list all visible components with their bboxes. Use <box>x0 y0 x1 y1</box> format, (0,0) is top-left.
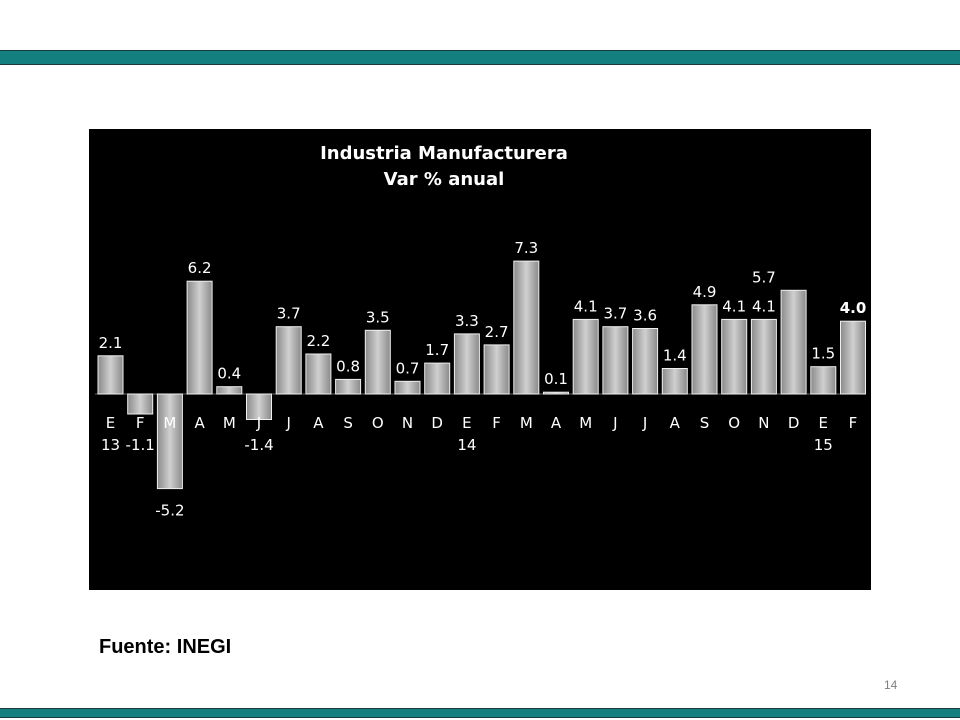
bar <box>453 333 480 395</box>
x-tick-label: A <box>194 414 205 432</box>
bar <box>127 393 154 415</box>
bar <box>750 318 777 395</box>
data-label: 3.3 <box>455 312 479 330</box>
x-tick-label: J <box>285 414 290 432</box>
bar <box>275 326 302 395</box>
data-label: -5.2 <box>155 502 184 520</box>
bar-layer <box>95 260 866 490</box>
bar <box>186 280 213 395</box>
data-label: 0.4 <box>217 365 241 383</box>
data-label: 1.4 <box>663 347 687 365</box>
data-label: 4.1 <box>574 297 598 315</box>
bar <box>661 368 688 395</box>
x-tick-label: S <box>700 414 710 432</box>
data-label: 4.1 <box>752 297 776 315</box>
data-label: 4.1 <box>722 297 746 315</box>
x-tick-label: J <box>612 414 617 432</box>
bar <box>424 362 451 395</box>
data-label: 2.7 <box>485 323 509 341</box>
chart-subtitle: Var % anual <box>384 169 505 190</box>
data-label: 6.2 <box>188 259 212 277</box>
bar <box>97 355 124 395</box>
x-tick-label: N <box>402 414 413 432</box>
data-label: 1.7 <box>425 341 449 359</box>
x-tick-label: M <box>520 414 533 432</box>
bar <box>810 366 837 395</box>
data-label: 2.1 <box>99 334 123 352</box>
x-tick-label: N <box>758 414 769 432</box>
page-number: 14 <box>884 678 898 692</box>
year-label: 15 <box>814 436 833 454</box>
bar <box>483 344 510 395</box>
bar <box>780 289 807 395</box>
data-label: 0.8 <box>336 357 360 375</box>
top-accent-bar <box>0 50 960 65</box>
year-label: 14 <box>457 436 476 454</box>
bar <box>246 393 272 420</box>
bar <box>156 393 183 490</box>
chart-container: Industria Manufacturera Var % anual E 13 2… <box>89 129 871 590</box>
bar <box>572 318 599 395</box>
bar <box>543 391 569 395</box>
x-tick-label: A <box>313 414 324 432</box>
bar <box>721 318 748 395</box>
x-tick-label: M <box>579 414 592 432</box>
x-tick-label: J <box>642 414 647 432</box>
data-label: -1.1 <box>126 436 155 454</box>
bar <box>364 329 391 395</box>
x-tick-label: J <box>256 414 261 432</box>
data-label: 0.7 <box>396 359 420 377</box>
x-tick-label: D <box>431 414 443 432</box>
data-label: 3.6 <box>633 306 657 324</box>
x-tick-label: M <box>163 414 176 432</box>
x-tick-label: A <box>670 414 681 432</box>
data-label: 4.9 <box>693 283 717 301</box>
data-label: 7.3 <box>514 239 538 257</box>
bar <box>216 386 243 395</box>
bar <box>632 328 659 395</box>
bar <box>394 380 421 395</box>
source-note: Fuente: INEGI <box>99 636 232 658</box>
x-tick-label: O <box>372 414 384 432</box>
x-tick-label: F <box>492 414 501 432</box>
bar <box>602 326 629 395</box>
data-label: 2.2 <box>306 332 330 350</box>
bar <box>691 304 718 395</box>
data-label: 5.7 <box>752 268 776 286</box>
bar-chart: Industria Manufacturera Var % anual E 13 2… <box>95 143 867 520</box>
x-tick-label: A <box>551 414 562 432</box>
year-label: 13 <box>101 436 120 454</box>
x-tick-label: F <box>849 414 858 432</box>
chart-title: Industria Manufacturera <box>320 143 568 164</box>
x-tick-label: O <box>728 414 740 432</box>
data-label: 4.0 <box>840 299 867 317</box>
x-tick-label: D <box>788 414 800 432</box>
x-tick-label: S <box>343 414 353 432</box>
bar <box>840 320 866 395</box>
data-label: -1.4 <box>244 436 273 454</box>
x-tick-label: M <box>223 414 236 432</box>
data-label: 3.5 <box>366 308 390 326</box>
label-layer: E 13 2.1 F -1.1 M -5.2 A 6.2 M 0.4 J -1.4 J 3.7 A 2.2 S 0.… <box>99 239 867 520</box>
data-label: 3.7 <box>277 305 301 323</box>
bar <box>513 260 540 395</box>
data-label: 1.5 <box>811 345 835 363</box>
bottom-accent-bar <box>0 708 960 718</box>
x-tick-label: E <box>819 414 828 432</box>
x-tick-label: E <box>462 414 471 432</box>
data-label: 3.7 <box>603 305 627 323</box>
data-label: 0.1 <box>544 370 568 388</box>
x-tick-label: F <box>136 414 145 432</box>
bar <box>335 378 362 395</box>
x-tick-label: E <box>106 414 115 432</box>
bar <box>305 353 332 395</box>
